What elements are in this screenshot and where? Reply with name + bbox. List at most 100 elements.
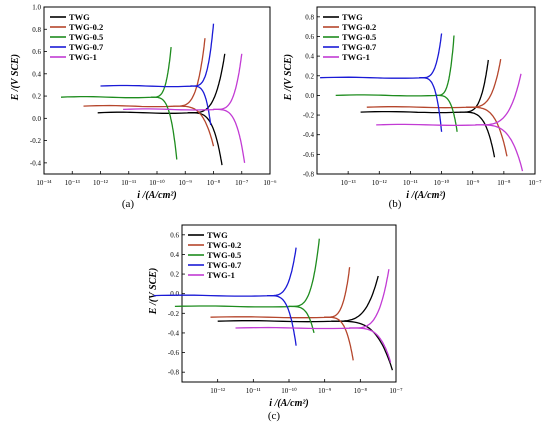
x-tick-label: 10⁻⁷ <box>528 179 542 187</box>
x-axis-label: i /(A/cm²) <box>137 190 176 201</box>
curve-anodic-twg-1 <box>235 269 390 330</box>
legend-label: TWG-1 <box>342 52 370 62</box>
x-tick-label: 10⁻¹³ <box>65 179 80 187</box>
legend-label: TWG-0.7 <box>207 260 242 270</box>
curve-cathodic-twg-1 <box>475 124 524 172</box>
legend-label: TWG-1 <box>207 270 235 280</box>
y-tick-label: 0.0 <box>170 290 179 298</box>
curve-anodic-twg-0-2 <box>83 38 206 108</box>
x-tick-label: 10⁻⁹ <box>179 179 193 187</box>
y-axis-label: E /(V SCE) <box>283 54 294 102</box>
x-tick-label: 10⁻¹⁰ <box>434 179 450 187</box>
y-tick-label: 0.6 <box>305 33 314 41</box>
panel-caption: (c) <box>268 410 281 422</box>
x-tick-label: 10⁻⁹ <box>466 179 480 187</box>
x-tick-label: 10⁻¹² <box>210 387 225 395</box>
x-tick-label: 10⁻⁸ <box>354 387 368 395</box>
curve-anodic-twg-0-2 <box>210 267 351 319</box>
legend-label: TWG-0.5 <box>207 250 241 260</box>
curve-cathodic-twg <box>460 111 496 158</box>
x-tick-label: 10⁻¹¹ <box>403 179 418 187</box>
y-tick-label: 0.4 <box>170 251 179 259</box>
curve-anodic-twg <box>97 53 226 114</box>
y-tick-label: 0.0 <box>305 92 314 100</box>
curve-cathodic-twg-0-7 <box>419 77 443 132</box>
curve-cathodic-twg-0-5 <box>288 305 315 334</box>
curve-cathodic-twg-0-7 <box>267 294 297 346</box>
curve-anodic-twg-0-7 <box>153 247 297 297</box>
chart-panel-1: -0.4 -0.2 0.0 0.2 0.4 0.6 0.8 1.0 10⁻¹⁴ 10⁻¹³ 10⁻¹… <box>10 4 277 211</box>
y-tick-label: -0.6 <box>303 151 315 159</box>
panel-caption: (a) <box>122 198 135 210</box>
x-tick-label: 10⁻¹¹ <box>246 387 261 395</box>
y-tick-label: -0.8 <box>168 369 180 377</box>
panel-caption: (b) <box>389 198 402 210</box>
curve-anodic-twg-1 <box>123 53 243 111</box>
x-tick-label: 10⁻⁸ <box>207 179 221 187</box>
curve-anodic-twg-0-5 <box>60 47 172 99</box>
curve-anodic-twg-1 <box>376 73 522 127</box>
y-tick-label: 0.0 <box>32 115 41 123</box>
x-tick-label: 10⁻⁹ <box>318 387 332 395</box>
y-tick-label: -0.4 <box>303 131 315 139</box>
y-tick-label: -0.2 <box>30 137 42 145</box>
y-tick-label: 0.4 <box>305 53 314 61</box>
curve-cathodic-twg-0-7 <box>190 85 212 126</box>
y-tick-label: 0.2 <box>305 72 314 80</box>
y-tick-label: -0.8 <box>303 171 315 179</box>
x-tick-label: 10⁻⁷ <box>389 387 403 395</box>
x-tick-label: 10⁻¹¹ <box>121 179 136 187</box>
y-tick-label: 0.8 <box>32 26 41 34</box>
x-tick-label: 10⁻¹² <box>93 179 108 187</box>
curve-cathodic-twg-1 <box>349 327 392 363</box>
chart-panel-2: -0.8 -0.6 -0.4 -0.2 0.0 0.2 0.4 0.6 0.8 10⁻¹³ 10⁻¹… <box>283 6 542 210</box>
legend-label: TWG-1 <box>69 52 97 62</box>
y-tick-label: 0.2 <box>32 93 41 101</box>
curve-anodic-twg-0-7 <box>320 33 443 79</box>
x-tick-label: 10⁻¹⁰ <box>281 387 297 395</box>
legend-label: TWG-0.2 <box>342 22 376 32</box>
y-axis-label: E /(V SCE) <box>10 54 21 102</box>
legend-label: TWG <box>342 12 363 22</box>
curve-cathodic-twg-1 <box>213 108 246 164</box>
x-tick-label: 10⁻¹³ <box>341 179 356 187</box>
x-axis-label: i /(A/cm²) <box>406 190 445 201</box>
curve-anodic-twg <box>360 59 489 114</box>
y-axis-label: E /(V SCE) <box>148 268 159 316</box>
chart-panel-3: -0.8 -0.6 -0.4 -0.2 0.0 0.2 0.4 0.6 10⁻¹² 10⁻¹¹ 10… <box>148 224 403 422</box>
curve-cathodic-twg-0-5 <box>435 94 458 132</box>
legend-label: TWG-0.2 <box>69 22 103 32</box>
x-tick-label: 10⁻⁸ <box>497 179 511 187</box>
y-tick-label: 0.2 <box>170 271 179 279</box>
y-tick-label: -0.6 <box>168 349 180 357</box>
y-tick-label: 0.8 <box>305 13 314 21</box>
y-tick-label: 0.6 <box>32 48 41 56</box>
legend-label: TWG-0.5 <box>69 32 103 42</box>
legend-label: TWG <box>207 230 228 240</box>
legend-label: TWG <box>69 12 90 22</box>
plot-frame <box>316 6 536 175</box>
curve-cathodic-twg-0-2 <box>466 106 508 157</box>
curve-anodic-twg <box>217 275 379 323</box>
x-tick-label: 10⁻⁷ <box>235 179 249 187</box>
curve-anodic-twg-0-7 <box>100 23 215 88</box>
curve-cathodic-twg-0-2 <box>173 105 215 147</box>
curve-anodic-twg-0-5 <box>174 238 320 308</box>
legend-label: TWG-0.5 <box>342 32 376 42</box>
legend-label: TWG-0.7 <box>342 42 377 52</box>
x-tick-label: 10⁻¹⁰ <box>149 179 165 187</box>
curve-cathodic-twg-0-2 <box>324 316 354 361</box>
y-tick-label: -0.2 <box>303 112 315 120</box>
y-tick-label: 0.6 <box>170 231 179 239</box>
x-tick-label: 10⁻¹² <box>372 179 387 187</box>
x-tick-label: 10⁻⁶ <box>263 179 277 187</box>
curve-anodic-twg-0-5 <box>335 35 455 97</box>
y-tick-label: -0.4 <box>30 159 42 167</box>
x-axis-label: i /(A/cm²) <box>269 398 308 409</box>
x-tick-label: 10⁻¹⁴ <box>36 179 52 187</box>
curve-anodic-twg-0-2 <box>366 58 502 109</box>
legend-label: TWG-0.2 <box>207 240 241 250</box>
legend-label: TWG-0.7 <box>69 42 104 52</box>
y-tick-label: -0.4 <box>168 329 180 337</box>
